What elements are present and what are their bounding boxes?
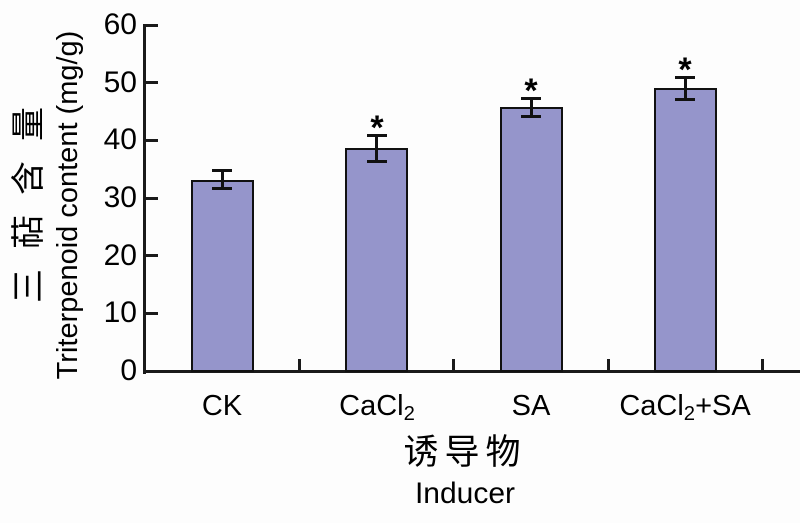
y-tick-label: 60 bbox=[103, 8, 137, 41]
y-tick-label: 40 bbox=[103, 123, 137, 156]
x-axis-label: 诱导物 Inducer bbox=[130, 431, 800, 511]
label-text: +SA bbox=[695, 390, 751, 422]
error-bar-cap-bottom bbox=[675, 98, 695, 101]
x-tick bbox=[761, 359, 764, 371]
y-tick bbox=[146, 370, 158, 373]
bar-CaCl2+SA bbox=[654, 88, 717, 372]
subscript-text: 2 bbox=[683, 402, 696, 425]
error-bar-CaCl2 bbox=[375, 135, 378, 162]
bar-SA bbox=[500, 107, 563, 372]
significance-marker-CaCl2+SA: * bbox=[678, 51, 692, 89]
y-tick bbox=[146, 254, 158, 257]
error-bar-CK bbox=[221, 171, 224, 188]
error-bar-cap-top bbox=[675, 76, 695, 79]
x-tick bbox=[298, 359, 301, 371]
x-tick-label-SA: SA bbox=[451, 389, 611, 425]
label-text: CaCl bbox=[339, 390, 404, 422]
error-bar-cap-top bbox=[521, 97, 541, 100]
significance-marker-SA: * bbox=[524, 72, 538, 110]
y-tick bbox=[146, 139, 158, 142]
y-tick bbox=[146, 24, 158, 27]
x-tick-label-CaCl2+SA: CaCl2+SA bbox=[605, 389, 765, 425]
bar-CK bbox=[191, 180, 254, 372]
y-tick-label: 10 bbox=[103, 296, 137, 329]
y-tick bbox=[146, 81, 158, 84]
x-axis-label-chinese: 诱导物 bbox=[403, 433, 527, 472]
y-tick-label: 20 bbox=[103, 239, 137, 272]
label-text: CaCl bbox=[619, 390, 684, 422]
subscript-text: 2 bbox=[403, 402, 415, 425]
error-bar-cap-bottom bbox=[367, 160, 387, 163]
error-bar-SA bbox=[530, 98, 533, 116]
y-tick bbox=[146, 197, 158, 200]
y-tick bbox=[146, 312, 158, 315]
y-axis-line bbox=[143, 24, 146, 374]
label-text: CK bbox=[201, 390, 243, 422]
error-bar-cap-bottom bbox=[212, 187, 232, 190]
error-bar-CaCl2+SA bbox=[684, 77, 687, 99]
label-text: SA bbox=[511, 390, 551, 422]
bar-CaCl2 bbox=[345, 148, 408, 372]
x-tick bbox=[452, 359, 455, 371]
x-tick bbox=[607, 359, 610, 371]
y-tick-label: 30 bbox=[103, 181, 137, 214]
error-bar-cap-top bbox=[212, 169, 232, 172]
y-tick-label: 50 bbox=[103, 66, 137, 99]
x-axis-line bbox=[143, 370, 800, 373]
x-axis-label-english: Inducer bbox=[414, 477, 516, 510]
error-bar-cap-bottom bbox=[521, 115, 541, 118]
significance-marker-CaCl2: * bbox=[370, 109, 384, 147]
y-tick-label: 0 bbox=[120, 354, 137, 387]
x-tick-label-CK: CK bbox=[142, 389, 302, 425]
error-bar-cap-top bbox=[367, 134, 387, 137]
x-tick-label-CaCl2: CaCl2 bbox=[297, 389, 457, 425]
